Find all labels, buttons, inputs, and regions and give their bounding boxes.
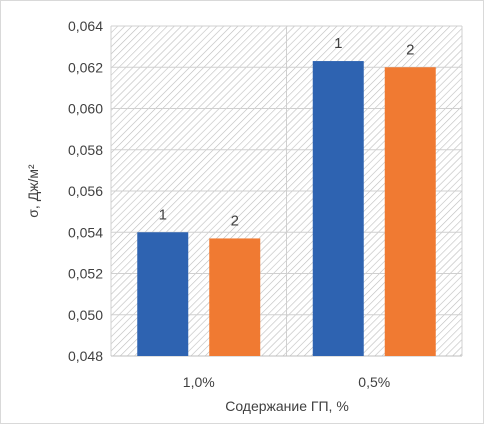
bar-data-label: 1 <box>159 206 167 223</box>
bars <box>137 61 436 356</box>
y-tick-label: 0,064 <box>68 18 103 34</box>
bar-series-1-1 <box>137 232 189 356</box>
y-tick-label: 0,058 <box>68 142 103 158</box>
y-tick-label: 0,060 <box>68 101 103 117</box>
x-tick-labels: 1,0% 0,5% <box>183 374 390 390</box>
bar-labels: 1 2 1 2 <box>159 35 415 229</box>
bar-series-1-2 <box>312 61 364 356</box>
y-axis-label: σ, Дж/м² <box>25 164 41 218</box>
x-tick-label: 0,5% <box>358 374 390 390</box>
bar-data-label: 2 <box>406 41 414 58</box>
bar-data-label: 1 <box>334 35 342 52</box>
x-axis-label: Содержание ГП, % <box>225 398 349 414</box>
x-tick-label: 1,0% <box>183 374 215 390</box>
y-tick-labels: 0,048 0,050 0,052 0,054 0,056 0,058 0,060 0,062… <box>68 18 103 364</box>
bar-data-label: 2 <box>231 212 239 229</box>
bar-series-2-2 <box>384 67 436 356</box>
y-tick-label: 0,048 <box>68 348 103 364</box>
bar-series-2-1 <box>209 238 261 356</box>
y-tick-label: 0,054 <box>68 224 103 240</box>
y-tick-label: 0,062 <box>68 59 103 75</box>
y-tick-label: 0,052 <box>68 266 103 282</box>
y-tick-label: 0,056 <box>68 183 103 199</box>
y-tick-label: 0,050 <box>68 307 103 323</box>
